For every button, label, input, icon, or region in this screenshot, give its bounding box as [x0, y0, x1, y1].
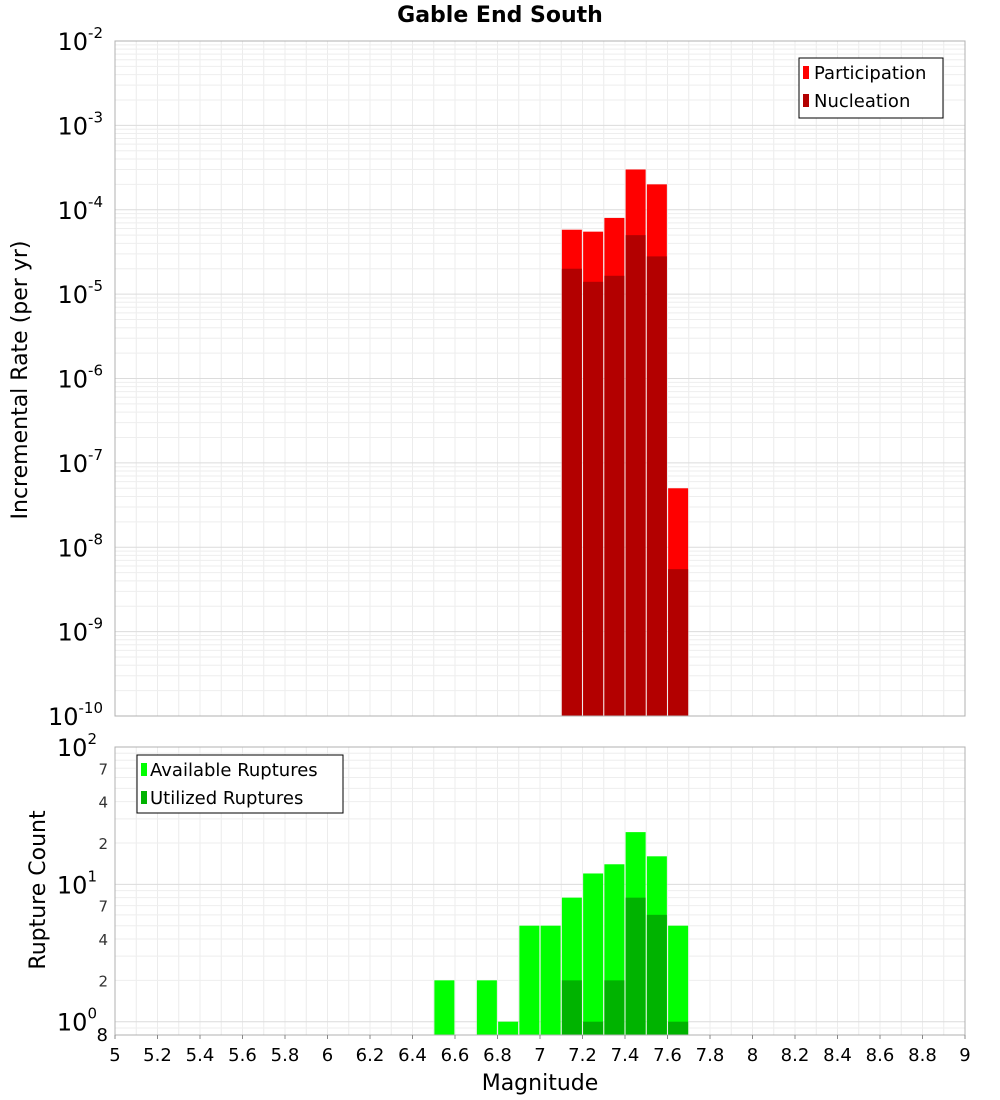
top-y-tick-label: 10-5: [57, 277, 103, 309]
bottom-legend-box: [136, 754, 344, 814]
x-tick-label: 5.6: [228, 1045, 257, 1066]
top-y-tick-label: 10-2: [57, 24, 103, 56]
bottom-bar-available-ruptures: [476, 980, 497, 1035]
bottom-bar-available-ruptures: [540, 925, 561, 1035]
top-plot-frame: [114, 40, 966, 717]
bottom-bar-available-ruptures: [668, 925, 689, 1035]
top-y-tick-label: 10-4: [57, 193, 103, 225]
top-bar-nucleation: [583, 281, 604, 716]
top-legend-swatch: [803, 66, 809, 79]
bottom-y-major-tick-label: 100: [57, 1005, 97, 1037]
bottom-bar-utilized-ruptures: [583, 1021, 604, 1035]
bottom-legend-label: Utilized Ruptures: [150, 788, 303, 809]
top-bar-nucleation: [625, 235, 646, 716]
top-y-tick-label: 10-6: [57, 362, 103, 394]
top-bar-nucleation: [561, 268, 582, 716]
bottom-legend-label: Available Ruptures: [150, 760, 318, 781]
bottom-bar-utilized-ruptures: [668, 1021, 689, 1035]
x-tick-label: 9: [959, 1045, 970, 1066]
chart-title: Gable End South: [397, 3, 603, 28]
top-y-axis-label: Incremental Rate (per yr): [8, 241, 33, 520]
bottom-bar-available-ruptures: [519, 925, 540, 1035]
top-y-tick-label: 10-10: [48, 699, 103, 731]
bottom-y-minor-tick-label: 8: [97, 1025, 108, 1046]
bottom-y-minor-tick-label: 7: [98, 898, 108, 916]
bottom-y-major-tick-label: 101: [57, 867, 97, 899]
x-tick-label: 7.2: [568, 1045, 597, 1066]
bottom-bar-utilized-ruptures: [604, 980, 625, 1035]
top-legend-box: [798, 57, 944, 119]
bottom-y-minor-tick-label: 2: [98, 972, 108, 990]
x-tick-label: 7.6: [653, 1045, 682, 1066]
x-tick-label: 8: [747, 1045, 758, 1066]
top-legend-label: Nucleation: [814, 91, 910, 112]
bottom-bar-utilized-ruptures: [646, 914, 667, 1035]
bottom-bar-available-ruptures: [498, 1021, 519, 1035]
x-tick-label: 5.4: [186, 1045, 215, 1066]
x-tick-label: 7: [534, 1045, 545, 1066]
bottom-legend-swatch: [141, 791, 147, 804]
x-tick-label: 8.6: [866, 1045, 895, 1066]
x-tick-label: 6.2: [356, 1045, 385, 1066]
bottom-plot: 100 101 102 8 2 4 7 2 4 7 5 5.2 5.4 5.6 5.8 6 6.2 6.4 6.6 6…: [57, 730, 971, 1066]
top-legend-swatch: [803, 94, 809, 107]
x-tick-label: 5.2: [143, 1045, 172, 1066]
top-plot: 10-10 10-9 10-8 10-7 10-6 10-5 10-4 10-3 10-2 Par…: [48, 24, 966, 731]
bottom-bar-utilized-ruptures: [625, 897, 646, 1035]
top-y-tick-label: 10-9: [57, 615, 103, 647]
x-tick-label: 8.2: [781, 1045, 810, 1066]
top-y-tick-label: 10-8: [57, 530, 103, 562]
x-tick-label: 8.8: [908, 1045, 937, 1066]
bottom-y-minor-tick-label: 2: [98, 835, 108, 853]
x-tick-label: 5.8: [271, 1045, 300, 1066]
bottom-y-minor-tick-label: 4: [98, 794, 108, 812]
bottom-bar-available-ruptures: [434, 980, 455, 1035]
top-bar-nucleation: [646, 256, 667, 716]
top-y-tick-label: 10-3: [57, 108, 103, 140]
x-tick-label: 7.4: [611, 1045, 640, 1066]
top-bar-nucleation: [604, 275, 625, 716]
top-bar-nucleation: [668, 569, 689, 716]
bottom-bar-available-ruptures: [583, 873, 604, 1035]
top-legend-label: Participation: [814, 63, 926, 84]
x-tick-label: 6.6: [441, 1045, 470, 1066]
top-y-tick-label: 10-7: [57, 446, 103, 478]
bottom-legend-swatch: [141, 763, 147, 776]
x-tick-label: 7.8: [696, 1045, 725, 1066]
bottom-y-axis-label: Rupture Count: [26, 810, 51, 970]
x-tick-label: 6.4: [398, 1045, 427, 1066]
x-tick-label: 5: [109, 1045, 120, 1066]
bottom-y-minor-tick-label: 7: [98, 760, 108, 778]
bottom-y-minor-tick-label: 4: [98, 931, 108, 949]
x-tick-label: 8.4: [823, 1045, 852, 1066]
bottom-bar-utilized-ruptures: [561, 980, 582, 1035]
bottom-y-major-tick-label: 102: [57, 730, 97, 762]
x-axis-label: Magnitude: [482, 1071, 599, 1096]
x-tick-label: 6.8: [483, 1045, 512, 1066]
x-tick-label: 6: [322, 1045, 333, 1066]
